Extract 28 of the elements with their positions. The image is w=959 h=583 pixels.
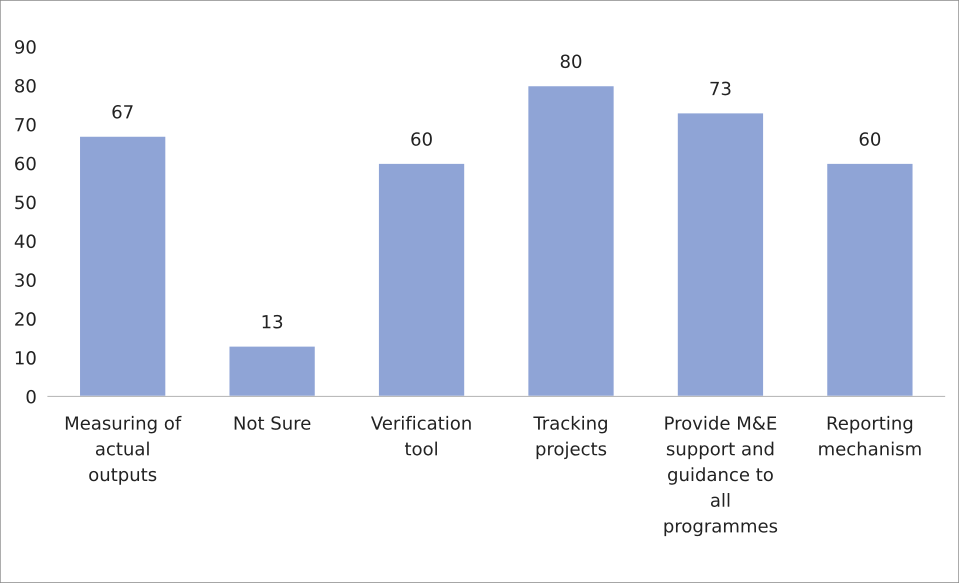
y-tick-label: 0 <box>26 390 36 404</box>
y-tick-label: 60 <box>15 156 36 170</box>
bar <box>526 84 616 396</box>
y-tick-label: 50 <box>15 196 36 210</box>
bar <box>676 112 764 396</box>
data-label: 13 <box>262 314 282 329</box>
data-label: 73 <box>710 82 730 96</box>
y-tick-label: 40 <box>14 234 36 248</box>
x-tick-label: Tracking projects <box>533 416 607 460</box>
x-tick-label: Not Sure <box>234 416 310 430</box>
data-label: 80 <box>560 54 582 68</box>
bar <box>826 162 914 396</box>
data-label: 60 <box>860 132 880 146</box>
y-tick-label: 30 <box>15 273 36 287</box>
x-tick-label: Measuring of actual outputs <box>66 416 182 485</box>
bar <box>78 135 167 396</box>
bar <box>378 162 466 396</box>
y-tick-label: 10 <box>16 351 36 365</box>
x-tick-label: Provide M&E support and guidance to all programmes <box>664 416 778 536</box>
y-tick-label: 20 <box>15 312 36 326</box>
y-tick-label: 70 <box>15 118 36 132</box>
x-tick-label: Reporting mechanism <box>819 416 921 456</box>
y-tick-label: 80 <box>15 78 36 93</box>
data-label: 60 <box>411 132 432 146</box>
data-label: 67 <box>112 104 133 119</box>
bar <box>228 345 316 396</box>
y-tick-label: 90 <box>15 40 36 54</box>
x-tick-label: Verification tool <box>370 416 471 456</box>
